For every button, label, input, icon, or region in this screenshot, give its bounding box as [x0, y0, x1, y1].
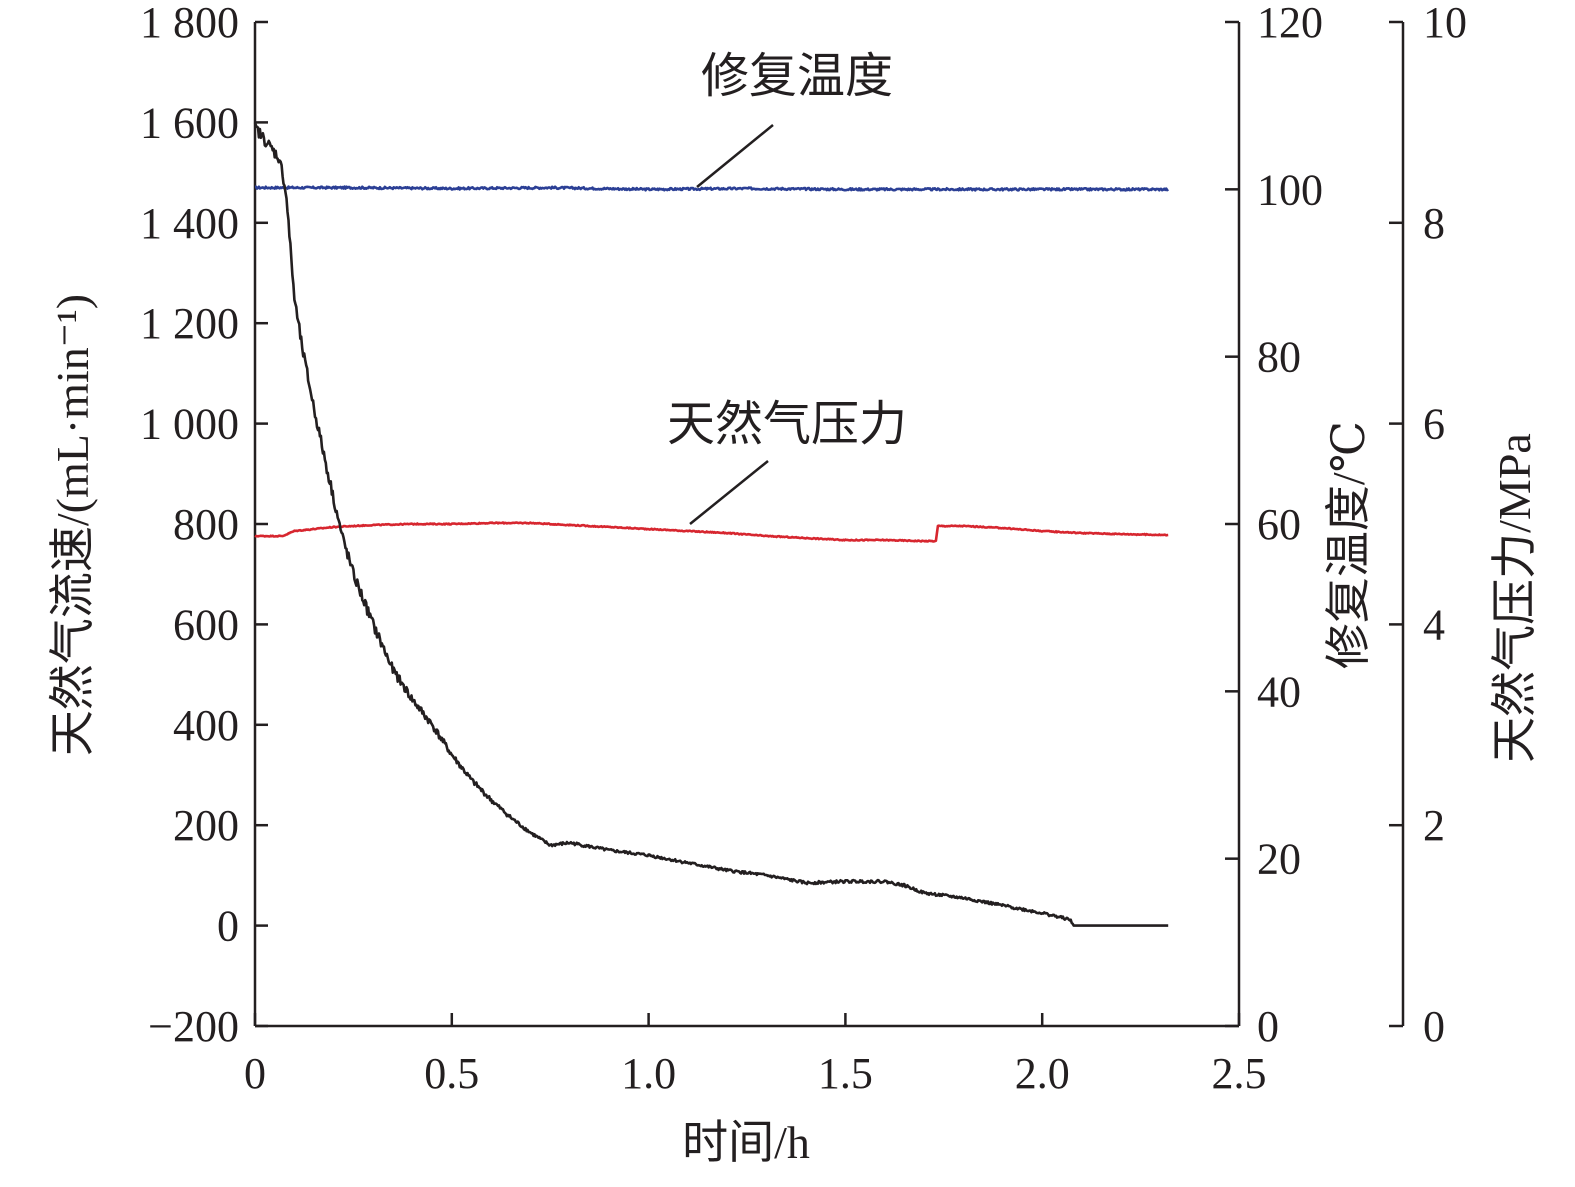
- left-y-tick-label: 1 400: [140, 199, 239, 248]
- left-y-tick-label: 1 800: [140, 0, 239, 47]
- right1-y-axis-title: 修复温度/℃: [1323, 421, 1374, 669]
- left-y-tick-label: 800: [173, 500, 239, 549]
- series-group: [253, 122, 1170, 927]
- annotation-leader-line: [696, 124, 774, 188]
- left-y-tick-label: −200: [148, 1002, 239, 1051]
- series-line-3: [253, 122, 1169, 927]
- x-tick-label: 1.0: [621, 1049, 676, 1098]
- x-tick-label: 0.5: [424, 1049, 479, 1098]
- left-y-tick-label: 1 000: [140, 400, 239, 449]
- left-y-tick-label: 200: [173, 801, 239, 850]
- right1-y-tick-label: 100: [1257, 165, 1323, 214]
- series-line-2: [254, 521, 1169, 543]
- right2-y-tick-label: 4: [1423, 600, 1445, 649]
- x-tick-label: 2.0: [1015, 1049, 1070, 1098]
- x-tick-label: 0: [244, 1049, 266, 1098]
- right2-y-tick-label: 10: [1423, 0, 1467, 47]
- left-y-tick-label: 600: [173, 600, 239, 649]
- right2-y-tick-label: 0: [1423, 1002, 1445, 1051]
- series-line-1: [254, 185, 1170, 192]
- right1-y-tick-label: 80: [1257, 333, 1301, 382]
- annotation-label: 天然气压力: [667, 398, 907, 451]
- right1-y-tick-label: 0: [1257, 1002, 1279, 1051]
- right1-y-tick-label: 120: [1257, 0, 1323, 47]
- annotation-label: 修复温度: [701, 50, 893, 103]
- left-y-tick-label: 400: [173, 701, 239, 750]
- x-tick-label: 1.5: [818, 1049, 873, 1098]
- x-tick-label: 2.5: [1212, 1049, 1267, 1098]
- right2-y-tick-label: 8: [1423, 199, 1445, 248]
- left-y-tick-label: 1 200: [140, 299, 239, 348]
- right2-y-axis-title: 天然气压力/MPa: [1489, 433, 1540, 763]
- right1-y-tick-label: 20: [1257, 835, 1301, 884]
- right1-y-tick-label: 40: [1257, 667, 1301, 716]
- annotation-leader-line: [689, 460, 769, 525]
- right2-y-tick-label: 2: [1423, 801, 1445, 850]
- left-y-tick-label: 1 600: [140, 98, 239, 147]
- right2-y-tick-label: 6: [1423, 400, 1445, 449]
- left-y-tick-label: 0: [217, 902, 239, 951]
- right1-y-tick-label: 60: [1257, 500, 1301, 549]
- left-y-axis-title: 天然气流速/(mL·min⁻¹): [47, 294, 98, 756]
- x-axis-title: 时间/h: [682, 1117, 810, 1168]
